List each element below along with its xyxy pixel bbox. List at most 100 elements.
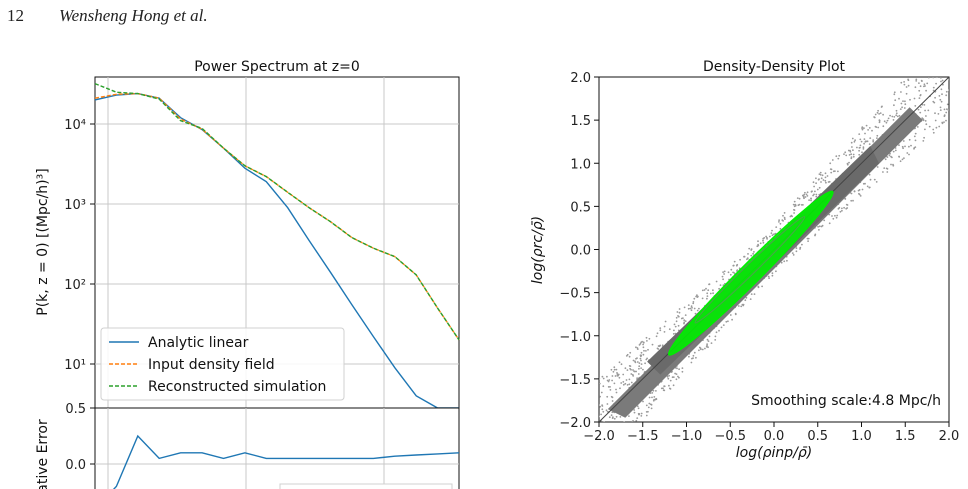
scatter-point [913, 68, 915, 70]
scatter-point [878, 119, 881, 122]
scatter-point [637, 373, 640, 375]
scatter-point [815, 195, 818, 198]
scatter-point [586, 391, 588, 393]
scatter-point [618, 361, 621, 364]
scatter-point [919, 106, 922, 108]
scatter-point [707, 289, 710, 292]
scatter-point [820, 225, 823, 228]
scatter-point [903, 157, 905, 160]
scatter-point [853, 140, 856, 143]
scatter-point [844, 151, 847, 154]
scatter-point [793, 208, 795, 211]
scatter-point [706, 295, 709, 297]
scatter-point [668, 374, 670, 377]
ps-ytick-label: 10¹ [64, 358, 86, 373]
scatter-point [943, 115, 946, 118]
scatter-point [886, 119, 889, 122]
scatter-point [850, 199, 853, 202]
scatter-point [750, 293, 753, 295]
scatter-point [929, 53, 931, 55]
scatter-point [921, 68, 923, 70]
scatter-point [652, 399, 655, 402]
scatter-point [852, 155, 855, 158]
scatter-point [636, 348, 639, 350]
scatter-point [867, 129, 869, 131]
scatter-point [843, 206, 845, 209]
scatter-point [904, 103, 907, 106]
scatter-point [862, 146, 865, 149]
scatter-point [945, 94, 948, 97]
scatter-point [918, 82, 920, 84]
scatter-point [832, 217, 835, 220]
scatter-point [677, 375, 679, 378]
scatter-point [613, 382, 616, 385]
scatter-point [879, 112, 882, 114]
scatter-point [823, 219, 826, 222]
scatter-point [886, 171, 889, 173]
scatter-point [807, 240, 809, 243]
dd-ytick-label: −1.5 [559, 373, 591, 388]
scatter-point [895, 109, 898, 112]
scatter-point [839, 210, 842, 213]
scatter-point [915, 80, 918, 82]
scatter-point [722, 324, 725, 326]
scatter-point [614, 375, 617, 377]
scatter-point [748, 247, 751, 250]
scatter-point [649, 403, 652, 406]
scatter-point [599, 395, 601, 398]
scatter-point [918, 97, 921, 99]
scatter-point [899, 160, 902, 163]
scatter-point [829, 162, 832, 165]
scatter-point [694, 312, 697, 315]
dd-xlabel: log(ρinp/ρ̄) [736, 445, 812, 461]
scatter-point [620, 363, 623, 366]
scatter-point [616, 372, 618, 374]
scatter-point [609, 386, 611, 388]
scatter-point [769, 235, 771, 238]
dd-xtick-label: 0.0 [764, 429, 785, 444]
scatter-point [676, 311, 679, 313]
scatter-point [923, 83, 926, 86]
scatter-point [690, 309, 693, 312]
scatter-point [865, 140, 868, 143]
scatter-point [775, 226, 778, 229]
scatter-point [642, 368, 644, 371]
scatter-point [693, 351, 696, 354]
scatter-point [626, 353, 629, 356]
scatter-point [683, 322, 685, 325]
dd-ytick-label: 0.5 [570, 200, 591, 215]
scatter-point [613, 366, 616, 369]
page-header: 12 Wensheng Hong et al. [7, 6, 208, 26]
scatter-point [609, 389, 612, 391]
dd-annotation: Smoothing scale:4.8 Mpc/h [751, 393, 941, 409]
scatter-point [687, 307, 690, 310]
scatter-point [835, 216, 838, 219]
scatter-point [653, 396, 656, 398]
legend-label-reconstructed: Reconstructed simulation [148, 379, 326, 395]
scatter-point [623, 421, 626, 422]
scatter-point [607, 386, 610, 388]
scatter-point [919, 94, 922, 96]
scatter-point [734, 312, 737, 315]
scatter-point [872, 140, 875, 143]
scatter-point [924, 120, 927, 122]
scatter-point [793, 212, 795, 214]
scatter-point [660, 387, 663, 390]
scatter-point [925, 123, 928, 126]
scatter-point [704, 347, 706, 350]
scatter-point [705, 287, 707, 290]
dd-xtick-label: −2.0 [583, 429, 615, 444]
scatter-point [861, 126, 864, 129]
scatter-point [623, 433, 625, 435]
scatter-point [845, 154, 848, 157]
scatter-point [875, 181, 878, 183]
scatter-point [830, 171, 833, 174]
scatter-point [756, 245, 759, 248]
scatter-point [619, 387, 621, 390]
scatter-point [930, 64, 932, 66]
scatter-point [945, 111, 948, 114]
scatter-point [606, 403, 609, 405]
scatter-point [706, 297, 708, 300]
scatter-point [893, 91, 896, 94]
